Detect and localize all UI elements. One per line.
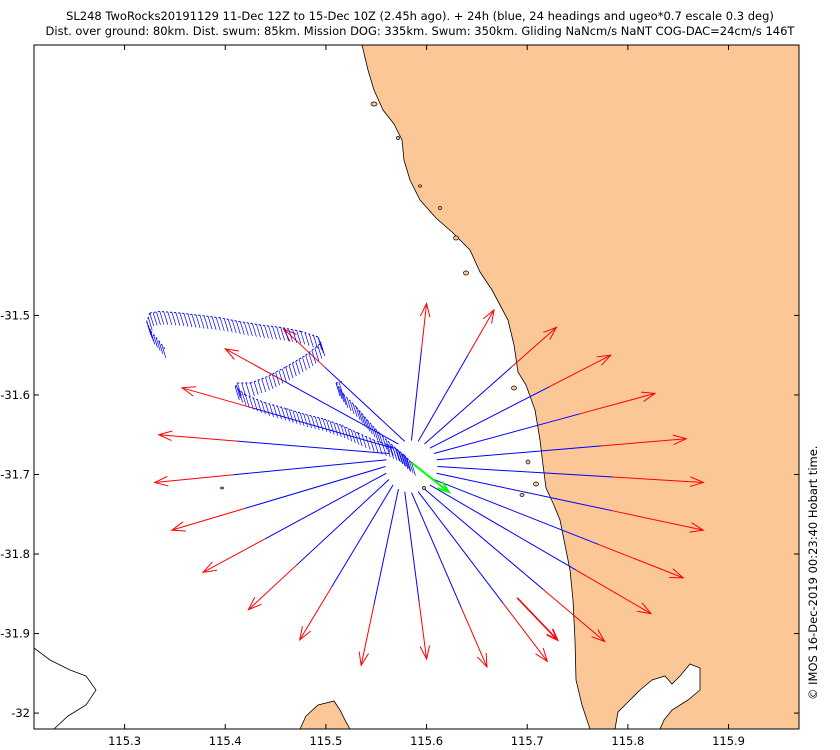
ugeo-arrow [612, 476, 705, 487]
heading-arrow [411, 492, 488, 669]
heading-arrow [358, 488, 399, 667]
heading-arrow [170, 466, 386, 532]
credit-text: © IMOS 16-Dec-2019 00:23:40 Hobart time. [806, 445, 820, 700]
x-tick-label: 115.7 [511, 734, 544, 748]
x-tick-label: 115.3 [108, 734, 141, 748]
southern-headland [299, 700, 351, 729]
y-tick-label: -31.5 [0, 308, 30, 322]
ugeo-arrow [157, 430, 238, 442]
ugeo-arrow [201, 538, 266, 574]
ugeo-arrow [223, 348, 285, 382]
ugeo-arrow [579, 391, 657, 415]
ugeo-arrow [180, 386, 254, 409]
y-tick-label: -31.9 [0, 627, 30, 641]
bay-water [614, 663, 701, 729]
y-tick-label: -31.6 [0, 388, 30, 402]
heading-arrow [417, 491, 549, 663]
track-path [146, 310, 416, 476]
ugeo-arrow [511, 326, 558, 368]
x-tick-label: 115.6 [410, 734, 443, 748]
land-layer [34, 45, 799, 729]
ugeo-arrow [247, 565, 297, 611]
x-tick-label: 115.8 [611, 734, 644, 748]
y-tick-label: -31.7 [0, 467, 30, 481]
heading-arrow [436, 472, 705, 533]
y-tick-label: -32 [11, 706, 30, 720]
ugeo-arrow [503, 603, 549, 663]
chart-title: SL248 TwoRocks20191129 11-Dec 12Z to 15-… [66, 9, 774, 23]
heading-arrow [424, 488, 606, 643]
ugeo-arrow [153, 474, 234, 487]
cog-dac-arrow [410, 461, 451, 494]
axis-ticks: 115.3 115.4 115.5 115.6 115.7 115.8 115.9 -31.5… [0, 45, 799, 748]
ugeo-arrow [418, 602, 431, 661]
y-tick-label: -31.8 [0, 547, 30, 561]
x-tick-label: 115.5 [309, 734, 342, 748]
current-arrows [410, 461, 560, 642]
ugeo-current-arrow [516, 597, 560, 642]
mainland [361, 45, 799, 729]
x-tick-label: 115.9 [712, 734, 745, 748]
ugeo-arrow [170, 508, 245, 532]
chart-subtitle: Dist. over ground: 80km. Dist. swum: 85k… [45, 24, 795, 38]
heading-arrow [247, 479, 390, 611]
ugeo-arrow [467, 308, 495, 355]
glider-track [146, 310, 416, 476]
heading-arrow [201, 472, 387, 574]
heading-arrow [436, 434, 688, 461]
x-tick-label: 115.4 [209, 734, 242, 748]
ugeo-arrow [543, 589, 606, 643]
heading-arrows [153, 302, 705, 669]
sw-coast [34, 647, 97, 729]
heading-arrow [153, 459, 387, 487]
heading-arrow [417, 308, 495, 442]
ugeo-arrow [598, 543, 685, 579]
track-path-recent [335, 380, 411, 472]
heading-arrow [424, 326, 558, 445]
heading-arrow [433, 391, 657, 455]
ugeo-arrow [358, 605, 375, 667]
ugeo-arrow [612, 510, 705, 533]
heading-arrow [410, 302, 431, 441]
heading-arrow [433, 479, 685, 579]
ugeo-arrow [419, 302, 431, 351]
ugeo-arrow [549, 354, 613, 388]
ugeo-arrow [601, 434, 688, 447]
heading-arrow [157, 430, 389, 455]
ugeo-arrow [298, 586, 332, 642]
heading-arrow [437, 466, 705, 487]
heading-arrow [298, 484, 394, 642]
plot-frame [33, 44, 800, 730]
ugeo-arrow [575, 569, 653, 615]
heading-arrow [404, 491, 431, 661]
heading-arrow [429, 354, 613, 449]
heading-arrow [180, 386, 394, 449]
ugeo-arrow [460, 607, 488, 669]
heading-arrow [429, 484, 653, 615]
islands [220, 101, 539, 497]
